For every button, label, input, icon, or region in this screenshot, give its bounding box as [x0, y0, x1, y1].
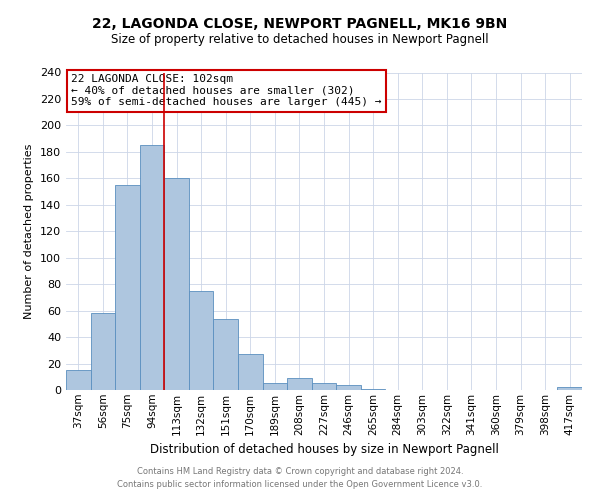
Bar	[164, 178, 189, 390]
Bar	[66, 370, 91, 390]
Bar	[189, 291, 214, 390]
Text: Contains public sector information licensed under the Open Government Licence v3: Contains public sector information licen…	[118, 480, 482, 489]
Text: Contains HM Land Registry data © Crown copyright and database right 2024.: Contains HM Land Registry data © Crown c…	[137, 467, 463, 476]
X-axis label: Distribution of detached houses by size in Newport Pagnell: Distribution of detached houses by size …	[149, 443, 499, 456]
Text: Size of property relative to detached houses in Newport Pagnell: Size of property relative to detached ho…	[111, 32, 489, 46]
Bar	[263, 384, 287, 390]
Text: 22 LAGONDA CLOSE: 102sqm
← 40% of detached houses are smaller (302)
59% of semi-: 22 LAGONDA CLOSE: 102sqm ← 40% of detach…	[71, 74, 382, 108]
Y-axis label: Number of detached properties: Number of detached properties	[25, 144, 34, 319]
Bar	[361, 388, 385, 390]
Bar	[115, 185, 140, 390]
Bar	[238, 354, 263, 390]
Bar	[557, 388, 582, 390]
Bar	[140, 146, 164, 390]
Text: 22, LAGONDA CLOSE, NEWPORT PAGNELL, MK16 9BN: 22, LAGONDA CLOSE, NEWPORT PAGNELL, MK16…	[92, 18, 508, 32]
Bar	[214, 318, 238, 390]
Bar	[287, 378, 312, 390]
Bar	[336, 384, 361, 390]
Bar	[312, 384, 336, 390]
Bar	[91, 314, 115, 390]
